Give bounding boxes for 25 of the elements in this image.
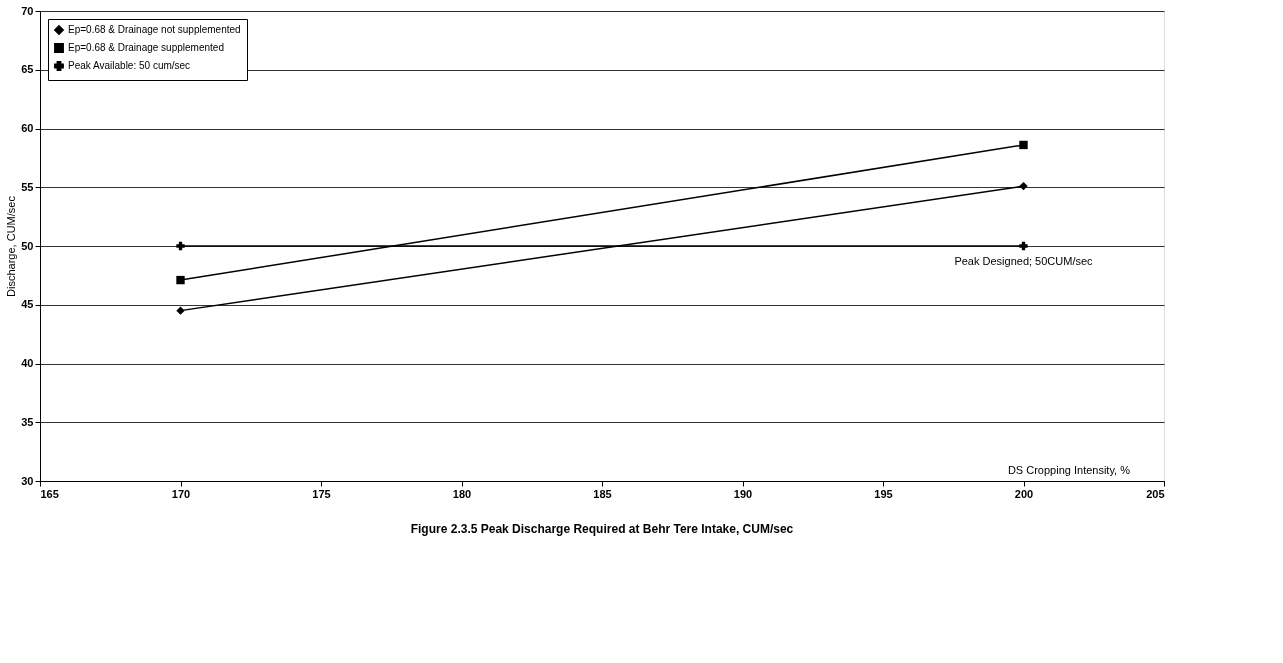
x-tick-label: 190 bbox=[733, 487, 753, 500]
y-tick-label: 60 bbox=[21, 122, 34, 134]
x-tick-label: 195 bbox=[874, 487, 893, 500]
x-tick-label: 175 bbox=[312, 487, 331, 500]
x-tick-label: 165 bbox=[40, 487, 59, 500]
y-tick-label: 30 bbox=[21, 474, 34, 487]
text: Figure 2.3.5 Peak Discharge Required at Behr Tere Intake, CUM/sec bbox=[410, 522, 794, 536]
x-tick-label: 170 bbox=[171, 487, 191, 500]
y-tick-label: 35 bbox=[21, 415, 34, 428]
y-tick-label: 45 bbox=[21, 298, 34, 311]
x-tick-label: 200 bbox=[1014, 487, 1034, 500]
y-tick-label: 70 bbox=[21, 4, 34, 17]
annotation: Peak Designed; 50CUM/sec bbox=[954, 255, 1094, 267]
x-tick-label: 180 bbox=[452, 487, 472, 500]
legend-label: Peak Available: 50 cum/sec bbox=[68, 60, 191, 71]
y-tick-label: 40 bbox=[21, 357, 34, 369]
y-axis-title: Discharge, CUM/sec bbox=[5, 195, 18, 297]
y-tick-label: 65 bbox=[21, 63, 34, 76]
y-tick-label: 50 bbox=[21, 239, 34, 252]
x-tick-label: 205 bbox=[1146, 487, 1165, 500]
legend-label: Ep=0.68 & Drainage not supplemented bbox=[68, 24, 241, 35]
x-axis-title: DS Cropping Intensity, % bbox=[1007, 464, 1131, 476]
x-tick-label: 185 bbox=[593, 487, 612, 500]
legend-label: Ep=0.68 & Drainage supplemented bbox=[68, 42, 224, 53]
y-tick-label: 55 bbox=[21, 180, 34, 193]
